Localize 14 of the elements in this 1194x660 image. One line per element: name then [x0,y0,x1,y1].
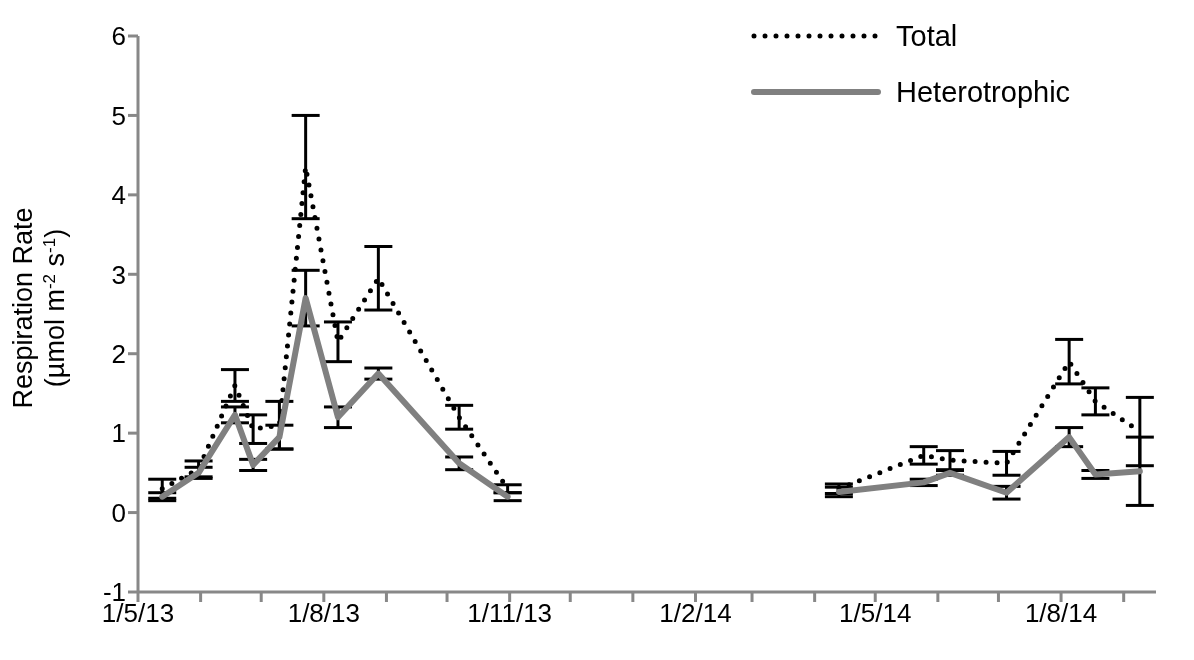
y-tick-label: 2 [111,338,126,369]
y-tick-label: 1 [111,418,126,449]
x-tick-label: 1/8/13 [287,598,360,629]
x-tick-label: 1/5/14 [839,598,912,629]
legend-label: Heterotrophic [896,75,1071,109]
x-tick-label: 1/11/13 [467,598,553,629]
y-tick-label: 4 [111,180,126,211]
x-tick-label: 1/8/14 [1024,598,1098,629]
legend-label: Total [896,19,958,53]
y-tick-label: 0 [111,497,126,528]
x-tick-label: 1/2/14 [659,598,732,629]
y-tick-label: 3 [111,259,126,290]
y-tick-label: 5 [111,100,126,131]
y-tick-label: 6 [111,21,126,52]
